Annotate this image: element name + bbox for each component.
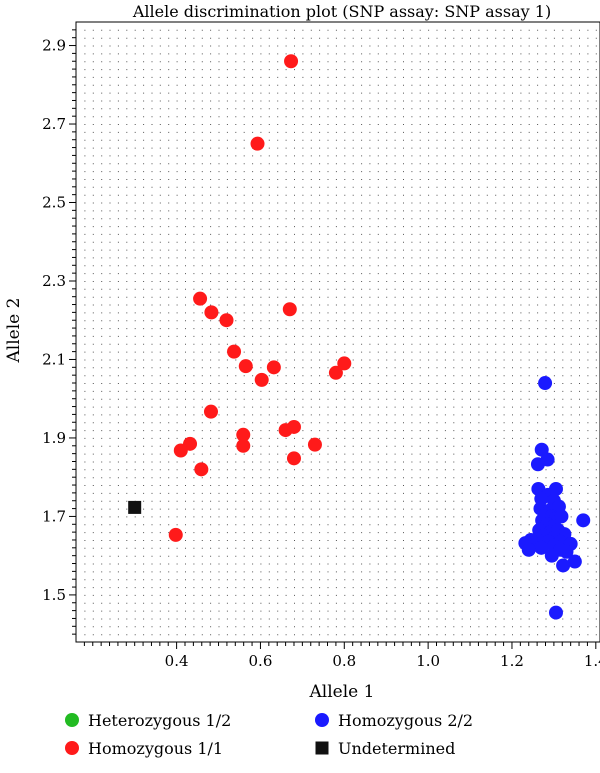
y-axis: 1.5 1.7 1.9 2.1 2.3 2.5 2.7 2.9 — [42, 29, 76, 635]
y-tick-label: 2.7 — [42, 115, 66, 133]
legend-label: Heterozygous 1/2 — [88, 711, 231, 730]
data-point — [236, 438, 251, 453]
data-point — [328, 365, 343, 380]
data-point — [193, 291, 208, 306]
data-point — [538, 376, 553, 391]
data-point — [203, 404, 218, 419]
data-point — [286, 451, 301, 466]
x-axis-label: Allele 1 — [309, 682, 375, 702]
data-point — [576, 513, 591, 528]
data-point — [337, 356, 352, 371]
x-tick-label: 1.0 — [416, 652, 440, 670]
y-tick-label: 2.1 — [42, 350, 66, 368]
y-tick-label: 1.5 — [42, 586, 66, 604]
y-tick-label: 2.3 — [42, 272, 66, 290]
data-point — [238, 359, 253, 374]
y-axis-label: Allele 2 — [4, 298, 24, 364]
data-points — [128, 54, 591, 620]
data-point — [219, 313, 234, 328]
legend-label: Undetermined — [338, 739, 455, 758]
data-point — [194, 462, 209, 477]
data-point — [236, 427, 251, 442]
data-point — [559, 544, 574, 559]
data-point — [173, 443, 188, 458]
legend: Heterozygous 1/2 Homozygous 1/1 Homozygous… — [65, 711, 473, 758]
data-point — [530, 457, 545, 472]
legend-label: Homozygous 2/2 — [338, 711, 473, 730]
x-axis: 0.4 0.6 0.8 1.0 1.2 1.4 — [83, 642, 600, 670]
x-tick-label: 0.6 — [249, 652, 273, 670]
legend-marker — [315, 713, 329, 727]
plot-frame — [75, 21, 600, 643]
data-point — [282, 302, 297, 317]
legend-marker — [65, 713, 79, 727]
data-point — [544, 548, 559, 563]
data-point — [554, 509, 569, 524]
data-point — [556, 558, 571, 573]
y-tick-label: 1.7 — [42, 507, 66, 525]
data-point — [204, 305, 219, 320]
data-point — [286, 419, 301, 434]
data-point — [168, 527, 183, 542]
legend-marker — [65, 741, 79, 755]
y-tick-label: 1.9 — [42, 429, 66, 447]
x-tick-label: 0.4 — [165, 652, 189, 670]
x-tick-label: 1.4 — [584, 652, 600, 670]
data-point — [567, 554, 582, 569]
y-tick-label: 2.5 — [42, 194, 66, 212]
y-tick-label: 2.9 — [42, 37, 66, 55]
legend-marker-undetermined — [315, 741, 329, 755]
data-point — [521, 542, 536, 557]
data-point — [307, 437, 322, 452]
x-tick-label: 0.8 — [332, 652, 356, 670]
data-point — [266, 360, 281, 375]
chart-title: Allele discrimination plot (SNP assay: S… — [132, 2, 551, 21]
x-tick-label: 1.2 — [500, 652, 524, 670]
data-point — [254, 372, 269, 387]
data-point — [548, 605, 563, 620]
data-point — [534, 540, 549, 555]
data-point — [250, 136, 265, 151]
data-point — [227, 344, 242, 359]
undetermined-point — [128, 500, 142, 514]
legend-label: Homozygous 1/1 — [88, 739, 223, 758]
data-point — [284, 54, 299, 69]
